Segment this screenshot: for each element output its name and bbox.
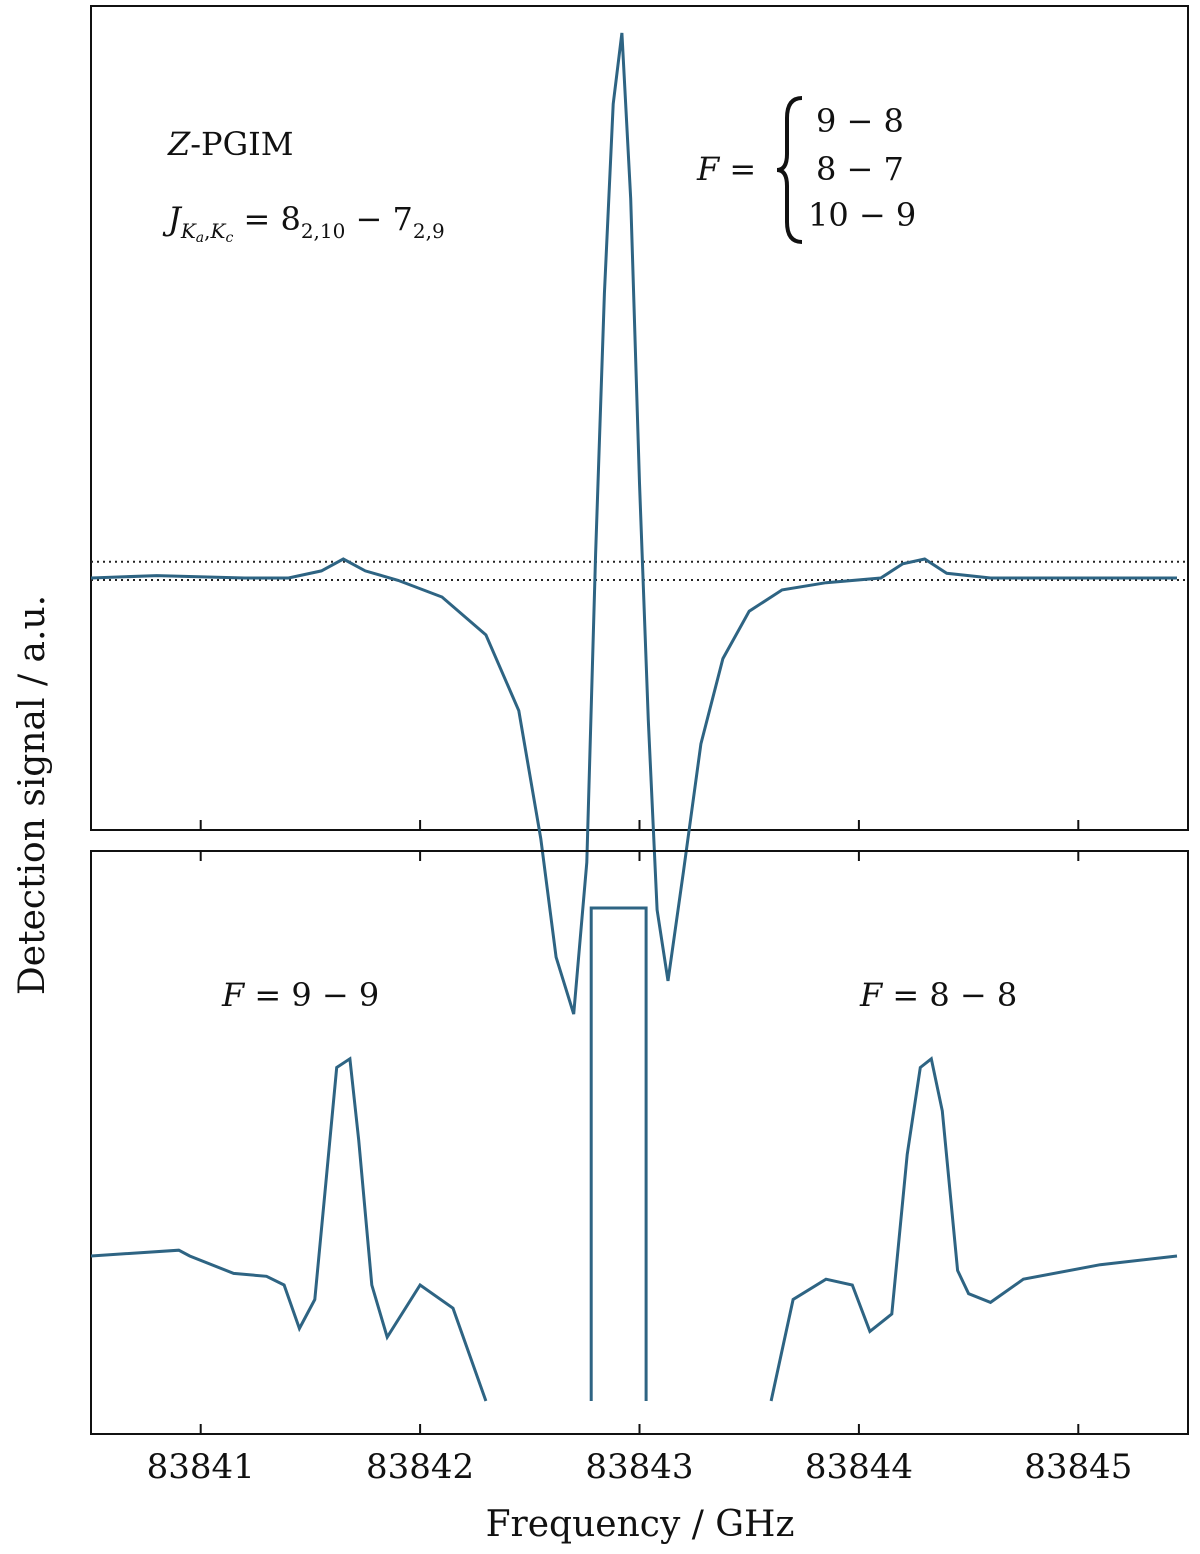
- x-axis-title: Frequency / GHz: [486, 1504, 795, 1545]
- x-tick-label: 83845: [1024, 1447, 1132, 1487]
- x-tick-label: 83842: [366, 1447, 474, 1487]
- annotation-molecule: Z-PGIM: [167, 125, 294, 163]
- bottom-series-line-2: [589, 906, 648, 1401]
- bottom-x-ticks: 83841 83842 83843 83844 83845: [147, 851, 1132, 1487]
- y-axis-title: Detection signal / a.u.: [12, 595, 53, 995]
- annotation-F-label: F =: [696, 150, 756, 188]
- annotation-F-9-9: F = 9 − 9: [221, 976, 379, 1014]
- x-tick-label: 83844: [805, 1447, 913, 1487]
- bottom-panel: 83841 83842 83843 83844 83845 F = 9 − 9 F = …: [90, 850, 1189, 1487]
- annotation-F-8-7: 8 − 7: [816, 150, 904, 188]
- annotation-brace: [776, 96, 803, 244]
- annotation-F-10-9: 10 − 9: [808, 196, 916, 234]
- x-tick-label: 83843: [585, 1447, 693, 1487]
- bottom-series-group: [91, 906, 1178, 1402]
- top-series-line: [90, 32, 1177, 1015]
- bottom-series-line-1: [91, 1056, 488, 1402]
- annotation-F-8-8: F = 8 − 8: [859, 976, 1017, 1014]
- top-panel: Z-PGIM JKa,Kc = 82,10 − 72,9 F = 9 − 8 8…: [90, 5, 1189, 1015]
- annotation-F-9-8: 9 − 8: [816, 102, 904, 140]
- x-tick-label: 83841: [147, 1447, 255, 1487]
- annotation-transition: JKa,Kc = 82,10 − 72,9: [162, 200, 445, 246]
- bottom-series-line-3: [769, 1056, 1178, 1402]
- bottom-panel-frame: [90, 850, 1189, 1435]
- top-x-ticks: [199, 820, 1080, 830]
